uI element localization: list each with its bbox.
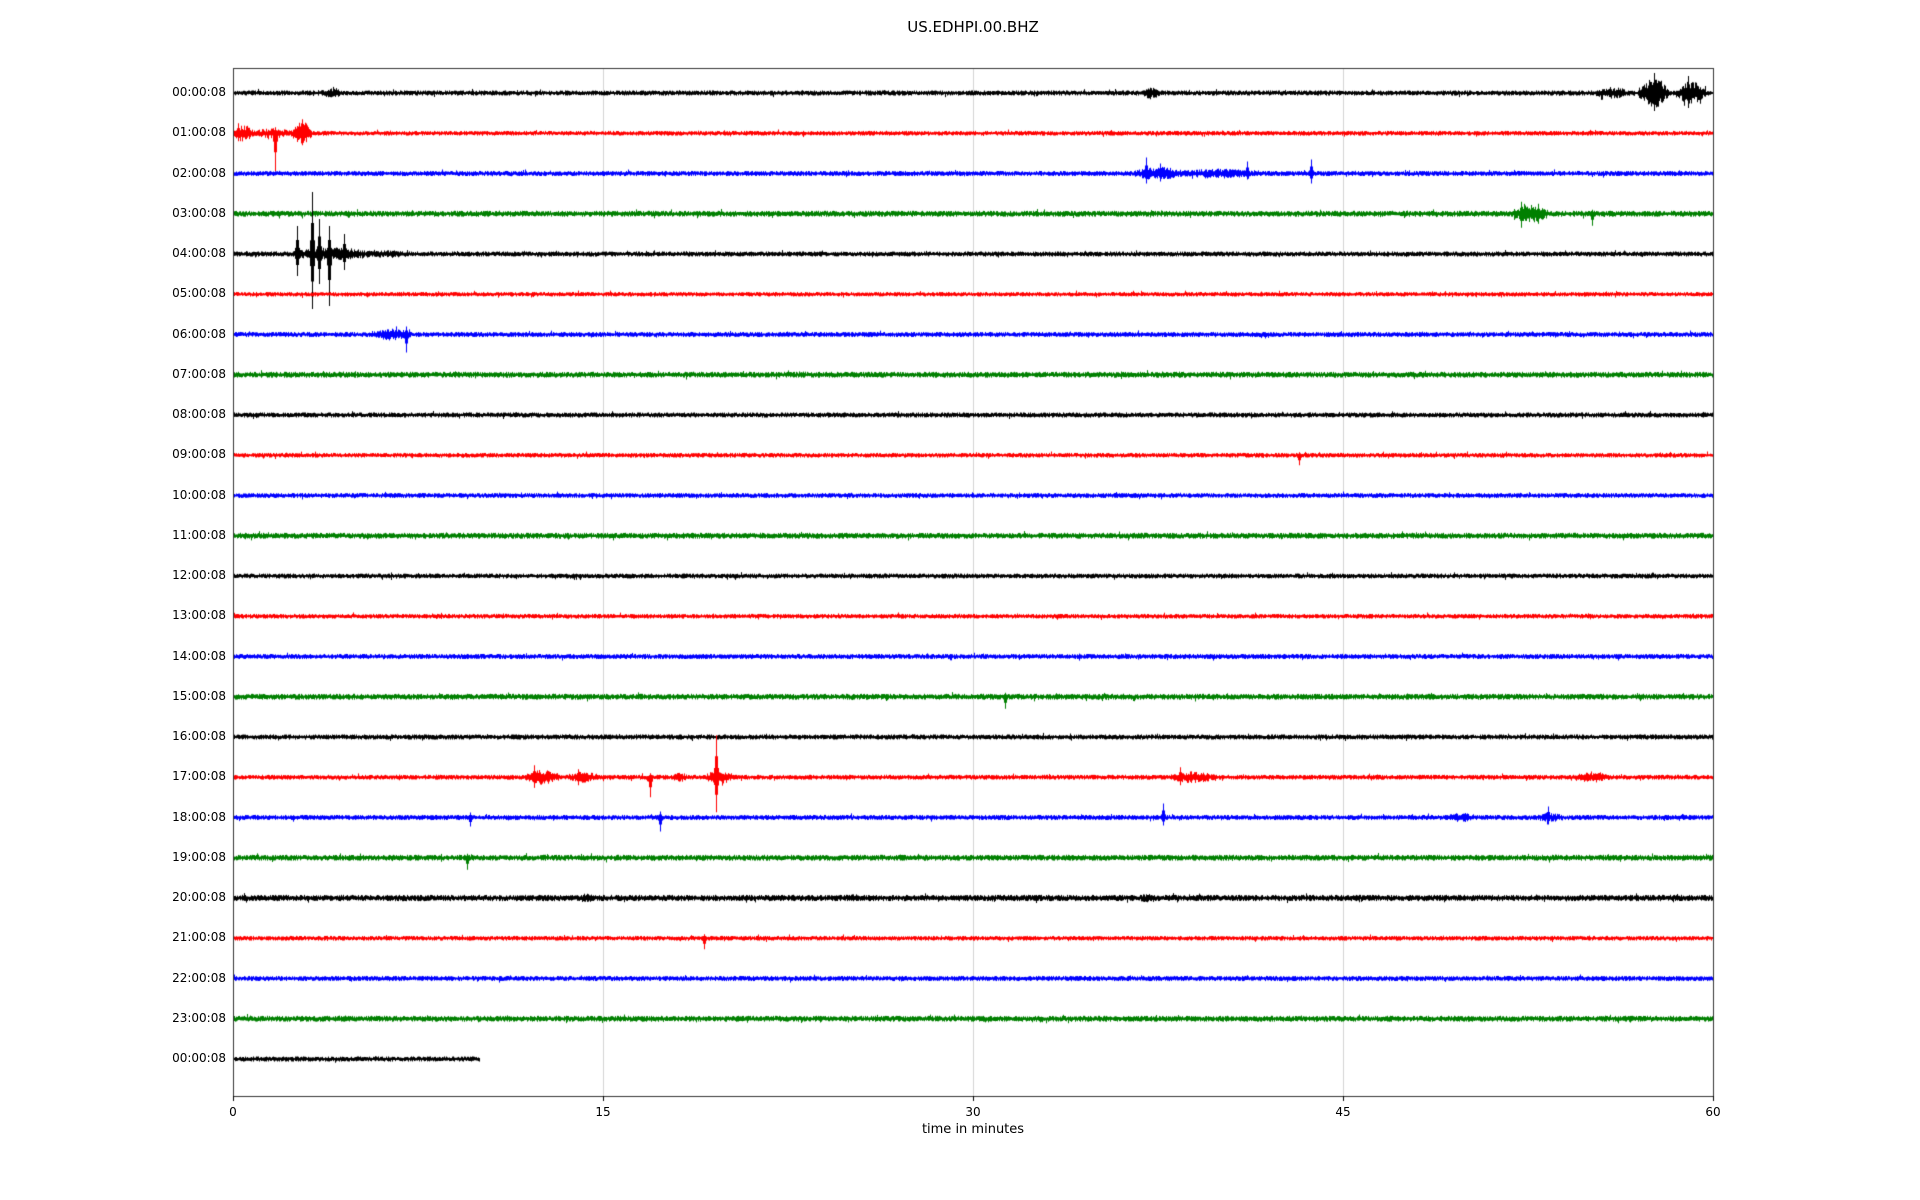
x-tick-label: 45: [1335, 1105, 1351, 1119]
trace-time-label: 10:00:08: [172, 487, 226, 502]
trace-time-label: 17:00:08: [172, 769, 226, 784]
trace-time-label: 05:00:08: [172, 286, 226, 301]
trace-time-label: 20:00:08: [172, 890, 226, 904]
x-tick-label: 0: [229, 1105, 237, 1119]
trace-time-label: 21:00:08: [172, 930, 226, 945]
trace-time-label: 02:00:08: [172, 165, 226, 180]
trace-time-label: 08:00:08: [172, 407, 226, 421]
x-tick-label: 15: [595, 1105, 611, 1119]
trace-time-label: 22:00:08: [172, 970, 226, 985]
x-axis-label: time in minutes: [921, 1122, 1025, 1137]
trace-time-label: 19:00:08: [172, 849, 226, 864]
x-tick-label: 30: [965, 1105, 981, 1119]
trace-time-label: 04:00:08: [172, 246, 226, 260]
trace-time-label: 13:00:08: [172, 608, 226, 623]
trace-time-label: 14:00:08: [172, 648, 226, 663]
trace-time-label: 01:00:08: [172, 125, 226, 140]
trace-time-label: 16:00:08: [172, 729, 226, 743]
trace-time-label: 09:00:08: [172, 447, 226, 462]
trace-time-label: 23:00:08: [172, 1010, 226, 1025]
trace-time-label: 00:00:08: [172, 1051, 226, 1065]
x-tick-label: 60: [1705, 1105, 1721, 1119]
trace-time-label: 11:00:08: [172, 527, 226, 542]
trace-time-label: 12:00:08: [172, 568, 226, 582]
trace-time-label: 07:00:08: [172, 366, 226, 381]
trace-time-label: 06:00:08: [172, 326, 226, 341]
trace-time-label: 15:00:08: [172, 688, 226, 703]
chart-title: US.EDHPI.00.BHZ: [907, 18, 1039, 36]
trace-time-label: 03:00:08: [172, 205, 226, 220]
trace-time-label: 18:00:08: [172, 809, 226, 824]
trace-time-label: 00:00:08: [172, 85, 226, 99]
